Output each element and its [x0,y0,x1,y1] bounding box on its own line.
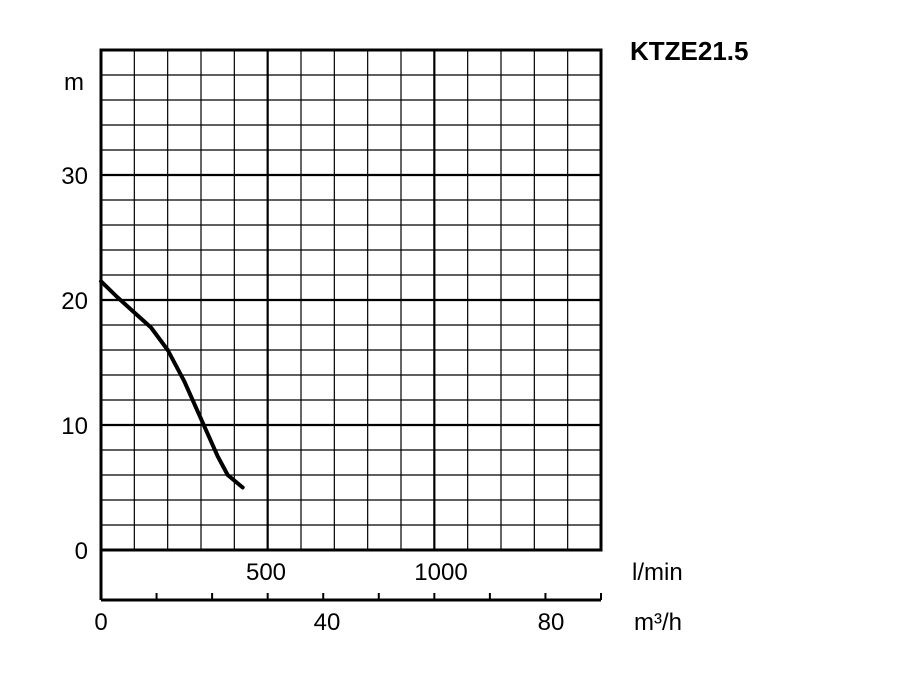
y-tick-label-0: 0 [75,538,88,565]
x-tick-label-80-m3h: 80 [538,609,565,636]
x-tick-label-40-m3h: 40 [314,609,341,636]
x-axis-label-lmin: l/min [632,559,683,586]
y-tick-label-20: 20 [61,288,88,315]
y-axis-label: m [64,69,84,96]
chart-title: KTZE21.5 [630,36,749,66]
x-tick-label-1000-lmin: 1000 [414,559,467,586]
y-tick-label-10: 10 [61,413,88,440]
series-curve [99,279,245,490]
y-tick-label-30: 30 [61,163,88,190]
plot-frame [99,48,603,552]
grid-major [101,50,601,550]
x-axis-label-m3h: m³/h [634,609,682,636]
secondary-axis [99,550,602,602]
x-tick-label-0-m3h: 0 [94,609,107,636]
x-tick-label-500-lmin: 500 [246,559,286,586]
grid-minor [101,50,601,550]
